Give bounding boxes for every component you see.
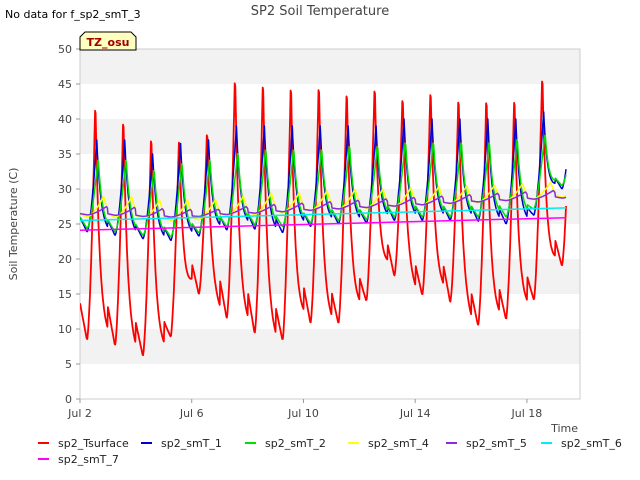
tz-badge: TZ_osu	[79, 31, 137, 51]
x-tick-label: Jul 18	[511, 407, 543, 420]
plot-background	[80, 49, 580, 399]
legend-label: sp2_smT_7	[58, 453, 119, 466]
chart-title: SP2 Soil Temperature	[251, 4, 389, 19]
badge-shape	[79, 31, 137, 51]
x-axis-label: Time	[550, 422, 578, 435]
y-tick-label: 5	[65, 358, 72, 371]
legend-label: sp2_smT_1	[161, 437, 222, 450]
grid-band	[80, 49, 580, 84]
y-tick-label: 45	[58, 78, 72, 91]
grid-band	[80, 329, 580, 364]
y-tick-label: 25	[58, 218, 72, 231]
y-tick-label: 40	[58, 113, 72, 126]
y-tick-label: 20	[58, 253, 72, 266]
y-axis: 0 5 10 15 20 25 30 35 40 45 50	[58, 43, 80, 406]
legend-label: sp2_Tsurface	[58, 437, 129, 450]
series-lines	[80, 80, 567, 356]
x-tick-label: Jul 10	[287, 407, 319, 420]
legend-label: sp2_smT_2	[265, 437, 326, 450]
y-tick-label: 10	[58, 323, 72, 336]
grid-band	[80, 154, 580, 189]
legend-label: sp2_smT_4	[368, 437, 429, 450]
grid-band	[80, 119, 580, 154]
y-tick-label: 35	[58, 148, 72, 161]
x-axis: Jul 2 Jul 6 Jul 10 Jul 14 Jul 18	[67, 399, 542, 420]
grid-band	[80, 364, 580, 399]
series-line-sp2_smT_6	[80, 207, 567, 222]
series-line-sp2_Tsurface	[80, 80, 567, 356]
y-tick-label: 0	[65, 393, 72, 406]
series-line-sp2_smT_4	[80, 181, 567, 222]
y-axis-label: Soil Temperature (C)	[7, 168, 20, 281]
series-line-sp2_smT_7	[80, 216, 567, 232]
badge-text: TZ_osu	[87, 36, 130, 49]
y-tick-label: 15	[58, 288, 72, 301]
grid-band	[80, 259, 580, 294]
no-data-note: No data for f_sp2_smT_3	[5, 8, 141, 21]
series-line-sp2_smT_2	[80, 134, 567, 238]
legend: sp2_Tsurface sp2_smT_1 sp2_smT_2 sp2_smT_4 s…	[38, 437, 622, 466]
grid-band	[80, 84, 580, 119]
x-tick-label: Jul 14	[399, 407, 431, 420]
y-tick-label: 50	[58, 43, 72, 56]
x-tick-label: Jul 6	[179, 407, 204, 420]
y-tick-label: 30	[58, 183, 72, 196]
legend-label: sp2_smT_6	[561, 437, 622, 450]
series-line-sp2_smT_5	[80, 189, 567, 218]
legend-label: sp2_smT_5	[466, 437, 527, 450]
x-tick-label: Jul 2	[67, 407, 92, 420]
